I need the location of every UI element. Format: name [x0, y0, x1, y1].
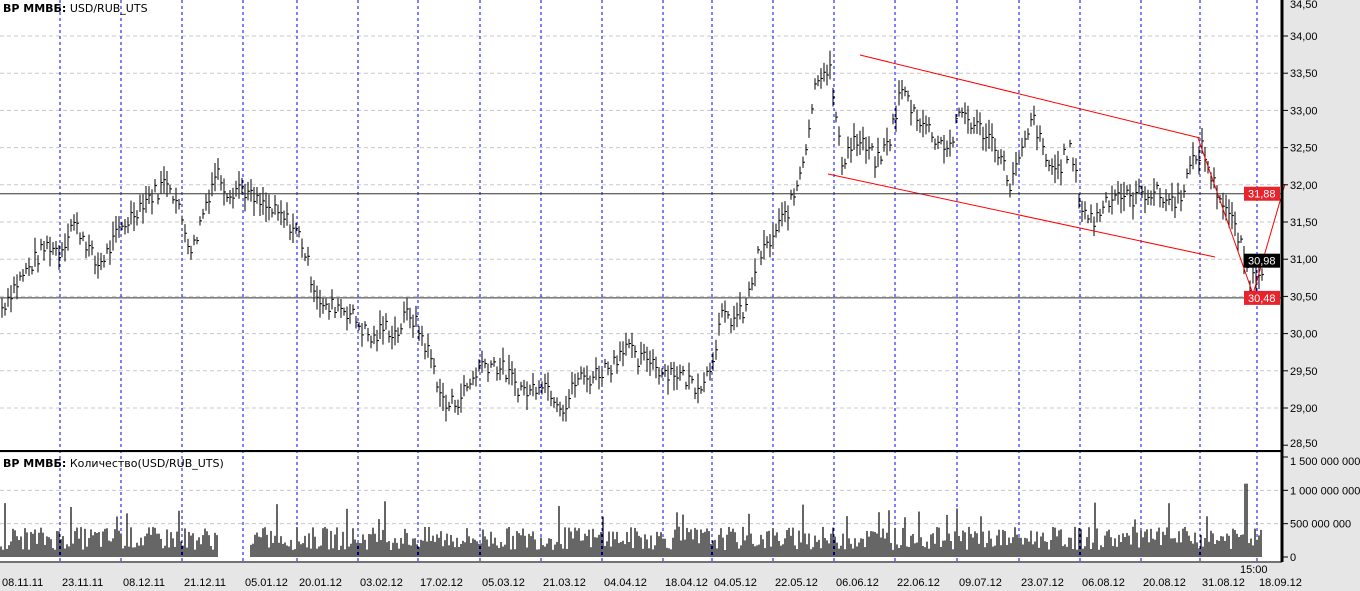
level-badge	[1244, 186, 1280, 201]
x-tick-label: 05.03.12	[482, 577, 525, 589]
y-tick-label: 34,00	[1290, 31, 1318, 43]
y-tick-label: 30,00	[1290, 329, 1318, 341]
x-tick-label: 22.06.12	[897, 577, 940, 589]
channel-upper-line[interactable]	[859, 54, 1201, 139]
volume-tick-label: 500 000 000	[1290, 519, 1351, 531]
y-tick-label: 33,00	[1290, 105, 1318, 117]
volume-panel-title: BP ММВБ: Количество(USD/RUB_UTS)	[3, 457, 224, 470]
x-tick-label: 08.11.11	[2, 577, 43, 589]
y-tick-label: 32,00	[1290, 180, 1318, 192]
y-tick-label: 29,50	[1290, 366, 1318, 378]
x-tick-label: 23.07.12	[1021, 577, 1064, 589]
level-badge	[1244, 290, 1280, 305]
y-tick-label: 31,00	[1290, 254, 1318, 266]
y-tick-label: 30,50	[1290, 291, 1318, 303]
x-tick-label: 20.08.12	[1143, 577, 1186, 589]
x-tick-label: 05.01.12	[245, 577, 288, 589]
x-tick-label: 21.03.12	[543, 577, 586, 589]
level-badge-label: 30,48	[1248, 293, 1276, 305]
x-tick-label: 04.05.12	[714, 577, 757, 589]
x-tick-label: 20.01.12	[299, 577, 342, 589]
source-label: BP ММВБ:	[3, 2, 67, 15]
symbol-label: USD/RUB_UTS	[69, 2, 148, 15]
x-tick-label: 04.04.12	[604, 577, 647, 589]
x-tick-label: 06.06.12	[836, 577, 879, 589]
x-tick-label: 18.04.12	[665, 577, 708, 589]
level-badge-label: 31,88	[1248, 189, 1276, 201]
price-plot-area	[0, 0, 1282, 450]
x-tick-label: 22.05.12	[775, 577, 818, 589]
x-tick-label: 08.12.11	[123, 577, 165, 589]
y-tick-label: 31,50	[1290, 217, 1318, 229]
x-tick-label: 18.09.12	[1259, 577, 1302, 589]
x-tick-label: 03.02.12	[360, 577, 403, 589]
x-tick-label: 21.12.11	[184, 577, 226, 589]
x-tick-label: 17.02.12	[420, 577, 463, 589]
symbol-label: Количество(USD/RUB_UTS)	[69, 457, 224, 470]
price-panel-title: BP ММВБ: USD/RUB_UTS	[3, 2, 148, 15]
y-tick-label: 34,50	[1290, 0, 1318, 11]
last-price-badge	[1244, 253, 1280, 268]
time-label: 15:00	[1240, 564, 1268, 576]
x-tick-label: 06.08.12	[1082, 577, 1125, 589]
volume-tick-label: 0	[1290, 552, 1296, 564]
volume-tick-label: 1 500 000 000	[1290, 456, 1360, 468]
y-tick-label: 29,00	[1290, 403, 1318, 415]
channel-lower-line[interactable]	[827, 173, 1216, 258]
y-tick-label: 28,50	[1290, 438, 1318, 450]
x-tick-label: 31.08.12	[1202, 577, 1245, 589]
source-label: BP ММВБ:	[3, 457, 67, 470]
last-price-label: 30,98	[1248, 256, 1276, 268]
y-tick-label: 32,50	[1290, 143, 1318, 155]
y-tick-label: 33,50	[1290, 68, 1318, 80]
x-tick-label: 23.11.11	[62, 577, 103, 589]
volume-tick-label: 1 000 000 000	[1290, 485, 1360, 497]
x-tick-label: 09.07.12	[959, 577, 1002, 589]
